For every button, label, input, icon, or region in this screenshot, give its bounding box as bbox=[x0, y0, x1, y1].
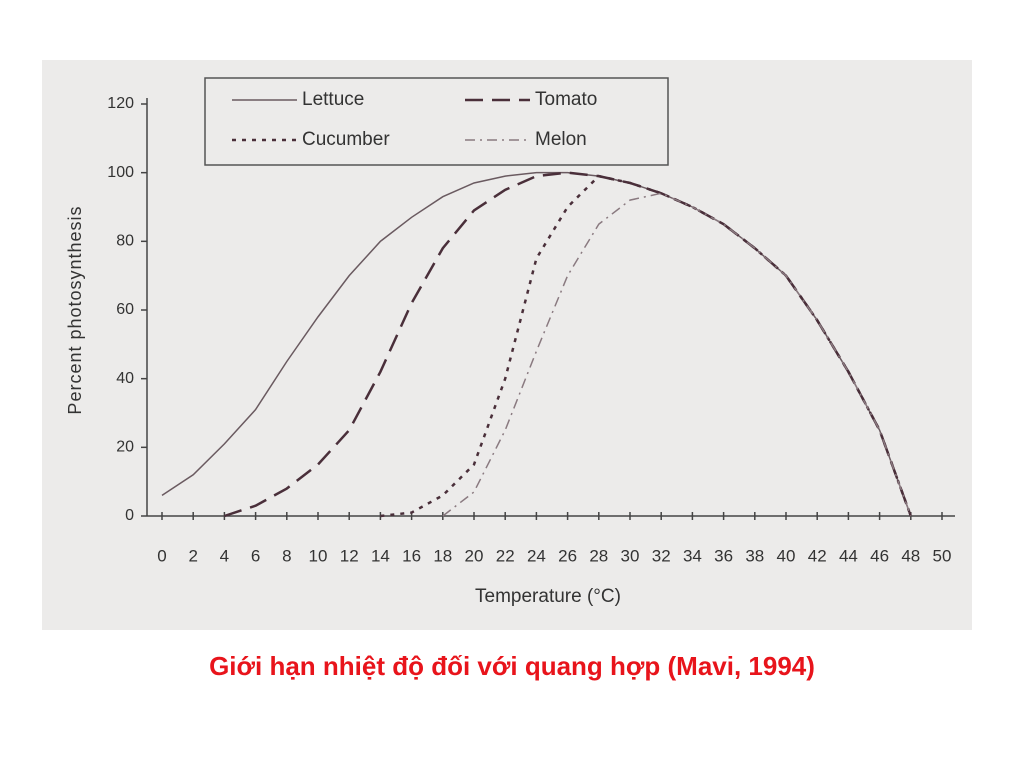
legend-label: Lettuce bbox=[302, 89, 364, 110]
legend-label: Cucumber bbox=[302, 129, 390, 150]
y-tick-label: 120 bbox=[107, 95, 134, 112]
y-tick-label: 60 bbox=[116, 301, 134, 318]
y-axis-label: Percent photosynthesis bbox=[65, 205, 85, 414]
y-tick-label: 20 bbox=[116, 439, 134, 456]
x-tick-label: 10 bbox=[309, 546, 328, 565]
x-tick-label: 34 bbox=[683, 546, 702, 565]
y-tick-label: 0 bbox=[125, 507, 134, 524]
x-tick-label: 38 bbox=[745, 546, 764, 565]
legend-box bbox=[204, 77, 669, 166]
y-tick-label: 80 bbox=[116, 233, 134, 250]
x-tick-label: 30 bbox=[621, 546, 640, 565]
x-tick-label: 44 bbox=[839, 546, 858, 565]
x-tick-label: 28 bbox=[589, 546, 608, 565]
x-tick-label: 6 bbox=[251, 546, 260, 565]
x-tick-label: 46 bbox=[870, 546, 889, 565]
x-tick-label: 26 bbox=[558, 546, 577, 565]
y-tick-label: 100 bbox=[107, 164, 134, 181]
caption: Giới hạn nhiệt độ đối với quang hợp (Mav… bbox=[209, 651, 815, 681]
x-axis-label: Temperature (°C) bbox=[475, 586, 621, 607]
x-tick-label: 16 bbox=[402, 546, 421, 565]
x-tick-label: 50 bbox=[933, 546, 952, 565]
x-tick-label: 12 bbox=[340, 546, 359, 565]
x-tick-label: 22 bbox=[496, 546, 515, 565]
x-tick-label: 14 bbox=[371, 546, 390, 565]
x-tick-label: 8 bbox=[282, 546, 291, 565]
x-tick-label: 24 bbox=[527, 546, 546, 565]
x-tick-label: 32 bbox=[652, 546, 671, 565]
chart-background bbox=[42, 60, 972, 630]
x-tick-label: 2 bbox=[188, 546, 197, 565]
x-tick-label: 42 bbox=[808, 546, 827, 565]
series-line bbox=[224, 171, 912, 518]
x-tick-label: 20 bbox=[465, 546, 484, 565]
x-tick-label: 48 bbox=[901, 546, 920, 565]
x-tick-label: 18 bbox=[433, 546, 452, 565]
x-tick-label: 40 bbox=[777, 546, 796, 565]
legend-label: Tomato bbox=[535, 89, 597, 110]
x-tick-label: 36 bbox=[714, 546, 733, 565]
x-tick-label: 4 bbox=[220, 546, 229, 565]
y-tick-label: 40 bbox=[116, 370, 134, 387]
legend-label: Melon bbox=[535, 129, 587, 150]
series-line bbox=[442, 192, 912, 517]
x-tick-label: 0 bbox=[157, 546, 166, 565]
